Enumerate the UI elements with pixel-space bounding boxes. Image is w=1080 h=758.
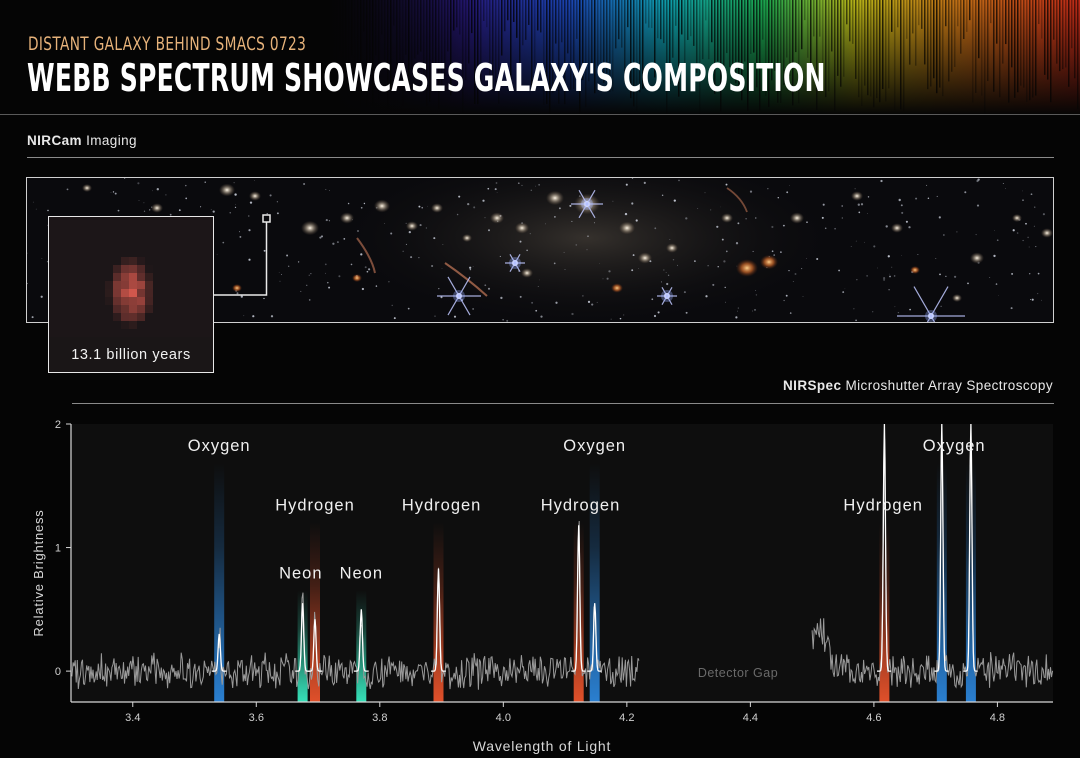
element-label-neon: Neon (340, 564, 383, 582)
spectrum-line-right (811, 438, 1054, 689)
subtitle: DISTANT GALAXY BEHIND SMACS 0723 (28, 33, 307, 55)
emission-band-hydrogen (573, 522, 584, 702)
y-axis-label: Relative Brightness (31, 509, 46, 636)
x-tick-label: 3.4 (125, 712, 140, 724)
emission-peak-hydrogen (571, 525, 586, 672)
galaxy-inset: 13.1 billion years (48, 216, 214, 373)
emission-band-hydrogen (433, 522, 444, 702)
nircam-section-label: NIRCam Imaging (27, 133, 137, 148)
element-label-oxygen: Oxygen (923, 437, 986, 455)
nircam-divider (27, 157, 1054, 158)
emission-peak-oxygen (934, 423, 949, 672)
emission-band-oxygen (214, 463, 225, 702)
element-label-oxygen: Oxygen (563, 437, 626, 455)
galaxy-pixelated-image (49, 217, 213, 372)
element-label-hydrogen: Hydrogen (843, 497, 923, 515)
nirspec-section-label: NIRSpec Microshutter Array Spectroscopy (783, 378, 1053, 393)
nircam-instrument: NIRCam (27, 133, 82, 148)
header-divider (0, 114, 1080, 115)
emission-peak-hydrogen (877, 423, 892, 672)
x-tick-label: 4.6 (866, 712, 881, 724)
emission-peak-oxygen (211, 633, 227, 672)
x-axis-label: Wavelength of Light (473, 738, 611, 754)
emission-peak-neon (353, 609, 369, 672)
emission-band-hydrogen (879, 522, 890, 702)
page-title: WEBB SPECTRUM SHOWCASES GALAXY'S COMPOSI… (27, 56, 826, 100)
rainbow-spectrum-decoration (330, 0, 1080, 115)
x-tick-label: 4.0 (496, 712, 511, 724)
nirspec-mode: Microshutter Array Spectroscopy (845, 378, 1053, 393)
x-tick-label: 4.2 (619, 712, 634, 724)
spectrum-chart: Detector Gap Oxygen Hydrogen Neon Neon Hydrog… (31, 419, 1054, 754)
x-tick-label: 4.4 (743, 712, 758, 724)
emission-band-oxygen (589, 463, 600, 702)
emission-peak-oxygen (587, 603, 602, 672)
y-tick-label: 0 (55, 666, 61, 678)
emission-peak-oxygen (963, 423, 978, 672)
emission-band-oxygen (936, 463, 947, 702)
y-tick-label: 1 (55, 543, 61, 555)
nirspec-divider (72, 403, 1054, 404)
element-label-neon: Neon (279, 564, 322, 582)
element-label-hydrogen: Hydrogen (275, 497, 355, 515)
element-label-oxygen: Oxygen (188, 437, 251, 455)
x-tick-label: 4.8 (990, 712, 1005, 724)
emission-band-oxygen (965, 463, 976, 702)
detector-gap-label: Detector Gap (698, 666, 778, 680)
x-tick-label: 3.6 (249, 712, 264, 724)
emission-peak-hydrogen (431, 568, 446, 672)
spectrum-line-left (70, 520, 640, 690)
element-label-hydrogen: Hydrogen (541, 497, 621, 515)
emission-peak-hydrogen (307, 619, 323, 672)
nirspec-instrument: NIRSpec (783, 378, 842, 393)
emission-band-neon (297, 590, 308, 702)
emission-band-neon (356, 590, 367, 702)
inset-caption: 13.1 billion years (71, 347, 191, 363)
y-tick-label: 2 (55, 419, 61, 431)
x-tick-label: 3.8 (372, 712, 387, 724)
element-label-hydrogen: Hydrogen (402, 497, 482, 515)
nircam-mode: Imaging (86, 133, 137, 148)
